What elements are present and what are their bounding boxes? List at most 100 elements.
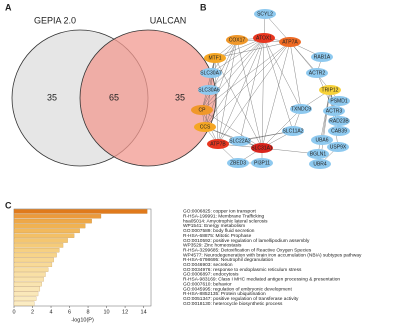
network-edge [204, 37, 265, 128]
bar [13, 223, 86, 229]
venn-circle [79, 29, 217, 167]
bar-chart: 0 2 4 6 8 10 12 14 -log10(P) GO:0006825: copper i… [12, 209, 362, 324]
network-edge [261, 108, 302, 149]
bar [13, 243, 64, 248]
network-node [306, 68, 328, 78]
network-node [328, 116, 350, 126]
network-edge [201, 37, 265, 111]
network-node [279, 37, 301, 47]
bar [13, 233, 75, 238]
network-node [328, 96, 350, 106]
network-edge [201, 41, 291, 111]
network-node [251, 158, 273, 168]
x-tick-label: 12 [122, 309, 128, 315]
bar [13, 214, 102, 219]
category-label: GO:0051347: positive regulation of trans… [183, 296, 299, 302]
network-edge [210, 37, 265, 74]
network-edge [208, 37, 265, 91]
category-label: R-HSA-3299685: Detoxification of Reactiv… [183, 247, 312, 253]
x-tick-label: 8 [87, 309, 90, 315]
panel-label: A [5, 2, 12, 12]
network-node [290, 104, 312, 114]
network-node [253, 33, 275, 43]
category-label: GO:0010592: positive regulation of lamel… [183, 238, 310, 244]
bar [13, 238, 68, 243]
category-label: R-HSA-8852135: Protein ubiquitination [183, 291, 266, 297]
network-node [207, 139, 229, 149]
network-node [229, 136, 251, 146]
network-edge [204, 41, 291, 128]
category-label: WP4577: Neurodegeneration with brain iro… [183, 252, 362, 258]
category-label: GO:0006825: copper ion transport [183, 209, 256, 215]
plot-frame [13, 208, 152, 307]
x-tick-label: 6 [68, 309, 71, 315]
category-label: WP3529: Zinc homeostasis [183, 243, 242, 249]
bar [13, 262, 53, 267]
bar [13, 252, 57, 258]
network-node [327, 142, 349, 152]
bar [13, 296, 37, 301]
network-edge [289, 41, 331, 91]
category-label: hsa05014: Amyotrophic lateral sclerosis [183, 218, 268, 224]
network: SCYL2 COX17 ATOX1 ATP7A MTF1 RAB1A SLC30A7 ACTR… [191, 9, 350, 169]
bar [13, 257, 54, 263]
category-label: GO:0018130: heterocycle biosynthetic pro… [183, 301, 283, 307]
network-edge [261, 37, 265, 149]
venn-count: 35 [47, 92, 57, 102]
network-node [282, 126, 304, 136]
network-node [311, 52, 333, 62]
network-edge [214, 57, 263, 149]
network-node [198, 85, 220, 95]
network-node [311, 135, 333, 145]
bar [13, 218, 92, 224]
node-label: BGLN1 [310, 151, 327, 157]
set-label: GEPIA 2.0 [34, 15, 76, 25]
network-node [319, 85, 341, 95]
node-label: ACTR3 [326, 108, 343, 114]
network-edge [217, 41, 291, 145]
bar [13, 248, 60, 253]
bar [13, 267, 49, 272]
x-tick-label: 2 [31, 309, 34, 315]
x-tick-label: 14 [141, 309, 147, 315]
network-node [309, 159, 331, 169]
category-label: R-HSA-199991: Membrane Trafficking [183, 214, 265, 220]
network-node [227, 158, 249, 168]
network-edge [217, 39, 238, 145]
network-edge [201, 109, 263, 149]
category-label: R-HSA-983169: Class I MHC mediated antig… [183, 277, 340, 283]
node-label: CAB39 [331, 128, 347, 134]
node-label: ATP7B [210, 141, 226, 147]
set-label: UALCAN [150, 15, 187, 25]
node-label: USP9X [330, 144, 347, 150]
venn-count: 35 [175, 92, 185, 102]
bar [13, 209, 148, 214]
node-label: ACTR2 [309, 70, 326, 76]
node-label: PI3P11 [254, 160, 270, 166]
category-label: WP1541: Energy metabolism [183, 223, 245, 229]
node-label: UBR4 [313, 161, 327, 167]
node-label: COX17 [229, 37, 246, 43]
bar [13, 281, 42, 287]
category-label: R-HSA-6798695: Neutrophil degranulation [183, 257, 273, 263]
network-node [328, 126, 350, 136]
network-node [204, 53, 226, 63]
network-node [323, 106, 345, 116]
panel-label: C [5, 200, 12, 210]
x-axis-label: -log10(P) [71, 317, 94, 323]
node-label: SLC31A1 [251, 145, 273, 151]
node-label: ZBED3 [230, 160, 246, 166]
node-label: SLC22A2 [229, 138, 251, 144]
network-node [251, 143, 273, 153]
network-edge [261, 41, 291, 149]
network-node [200, 68, 222, 78]
node-label: CCS [200, 124, 211, 130]
bar [13, 277, 44, 282]
x-tick-label: 0 [12, 309, 15, 315]
category-label: GO:0046903: secretion [183, 262, 233, 268]
network-node [254, 9, 276, 19]
venn: GEPIA 2.0 UALCAN 35 65 35 [11, 15, 217, 167]
bar [13, 272, 46, 277]
network-node [194, 122, 216, 132]
